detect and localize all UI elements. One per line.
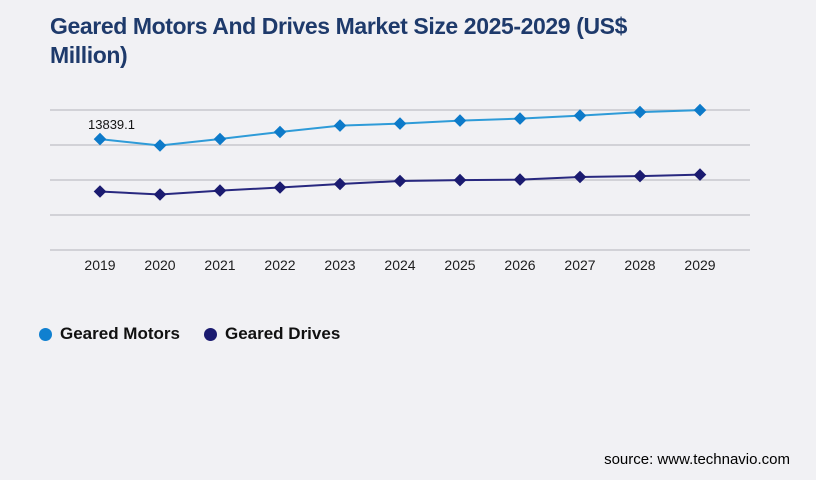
x-axis-label: 2026 xyxy=(504,257,535,273)
data-point-marker-geared-motors xyxy=(213,132,227,146)
x-axis-label: 2022 xyxy=(264,257,295,273)
legend-item-geared-motors: Geared Motors xyxy=(39,324,180,344)
data-point-marker-geared-drives xyxy=(693,168,707,181)
chart-legend: Geared Motors Geared Drives xyxy=(39,324,340,344)
data-point-marker-geared-motors xyxy=(513,112,527,125)
x-axis-label: 2027 xyxy=(564,257,595,273)
data-point-marker-geared-motors xyxy=(573,109,587,122)
data-point-marker-geared-motors xyxy=(693,103,707,117)
x-axis-label: 2024 xyxy=(384,257,415,273)
data-point-marker-geared-motors xyxy=(93,132,107,146)
x-axis-label: 2029 xyxy=(684,257,715,273)
data-point-marker-geared-drives xyxy=(153,188,167,201)
market-size-line-chart: 2019 2020 2021 2022 2023 2024 2025 2026 2027 2028… xyxy=(50,103,750,273)
data-point-marker-geared-motors xyxy=(333,119,347,132)
data-point-marker-geared-drives xyxy=(453,173,467,187)
data-point-marker-geared-motors xyxy=(273,125,287,139)
data-point-marker-geared-drives xyxy=(393,174,407,188)
data-point-marker-geared-motors xyxy=(153,139,167,152)
legend-marker-icon xyxy=(39,327,52,341)
legend-label: Geared Motors xyxy=(60,324,180,343)
data-point-marker-geared-motors xyxy=(393,117,407,130)
data-point-marker-geared-drives xyxy=(213,184,227,197)
data-point-marker-geared-drives xyxy=(333,177,347,191)
source-attribution: source: www.technavio.com xyxy=(604,451,790,468)
data-point-marker-geared-motors xyxy=(633,105,647,119)
x-axis-label: 2028 xyxy=(624,257,655,273)
legend-label: Geared Drives xyxy=(224,324,341,343)
x-axis-label: 2020 xyxy=(144,257,175,273)
x-axis-label: 2019 xyxy=(84,257,115,273)
legend-item-geared-drives: Geared Drives xyxy=(203,324,341,344)
legend-marker-icon xyxy=(203,327,217,341)
data-point-marker-geared-drives xyxy=(273,181,287,194)
x-axis-label: 2025 xyxy=(444,257,475,273)
x-axis-label: 2021 xyxy=(204,257,235,273)
data-point-marker-geared-motors xyxy=(453,114,467,127)
chart-title: Geared Motors And Drives Market Size 202… xyxy=(50,13,627,68)
data-point-marker-geared-drives xyxy=(573,170,587,184)
x-axis-label: 2023 xyxy=(324,257,355,273)
data-point-marker-geared-drives xyxy=(633,169,647,183)
data-point-label: 13839.1 xyxy=(88,117,135,132)
data-point-marker-geared-drives xyxy=(93,185,107,198)
data-point-marker-geared-drives xyxy=(513,173,527,186)
